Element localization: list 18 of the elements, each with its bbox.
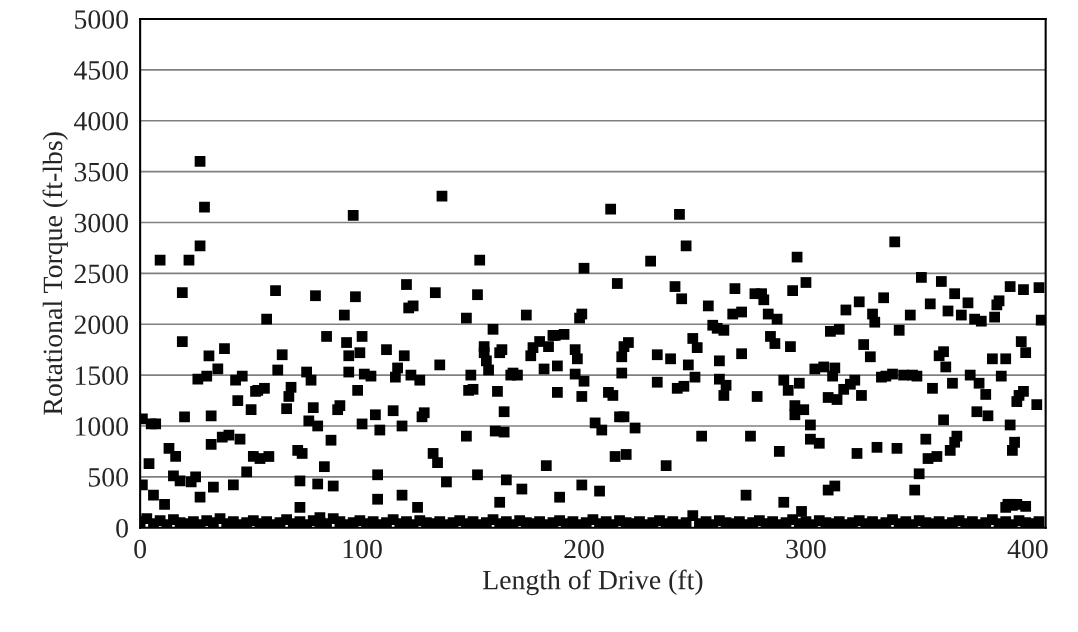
y-axis-title: Rotational Torque (ft-lbs)	[42, 132, 68, 415]
y-tick-label: 2500	[74, 264, 128, 284]
x-tick-label: 400	[1007, 539, 1048, 559]
y-tick-label: 4000	[74, 111, 128, 131]
x-tick-label: 200	[564, 539, 604, 559]
y-tick-label: 2000	[74, 315, 128, 335]
y-tick-label: 500	[88, 468, 128, 487]
x-axis-title: Length of Drive (ft)	[483, 569, 703, 596]
x-tick-label: 100	[343, 539, 382, 559]
y-tick-label: 1500	[75, 366, 128, 385]
y-tick-label: 4500	[74, 61, 128, 80]
x-tick-label: 300	[786, 539, 826, 559]
x-tick-label: 0	[134, 539, 147, 559]
y-tick-label: 3500	[74, 162, 128, 182]
y-tick-label: 5000	[75, 10, 128, 29]
y-tick-label: 3000	[74, 213, 128, 233]
y-tick-label: 1000	[75, 417, 128, 436]
y-tick-label: 0	[116, 518, 128, 538]
